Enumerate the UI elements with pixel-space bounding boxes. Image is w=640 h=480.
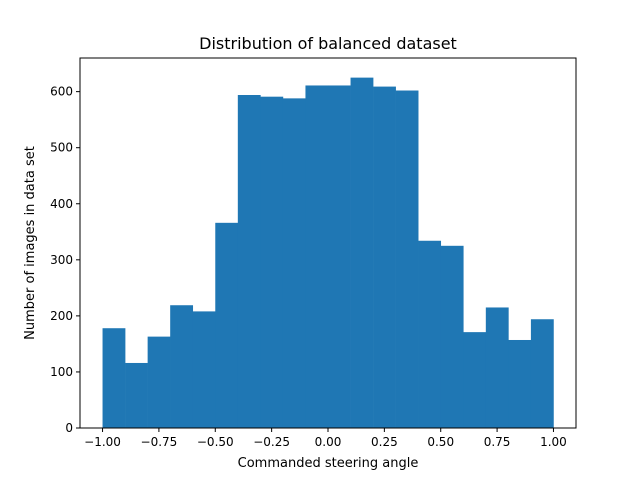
y-tick-label: 200 xyxy=(50,309,73,323)
histogram-bar xyxy=(102,328,126,428)
histogram-bar xyxy=(192,311,216,428)
x-tick-label: −0.75 xyxy=(141,435,178,449)
y-tick-label: 300 xyxy=(50,253,73,267)
bars-group xyxy=(102,77,554,429)
histogram-bar xyxy=(170,305,194,428)
histogram-bar xyxy=(125,362,148,428)
y-tick-label: 400 xyxy=(50,197,73,211)
histogram-bar xyxy=(395,90,419,429)
x-tick-label: 0.75 xyxy=(484,435,511,449)
y-tick-label: 500 xyxy=(50,141,73,155)
x-tick-label: 0.25 xyxy=(371,435,398,449)
histogram-bar xyxy=(350,77,374,428)
x-axis-ticks: −1.00 −0.75 −0.50 −0.25 0.00 0.25 0.50 0.75 1.00 xyxy=(84,428,567,449)
histogram-bar xyxy=(373,86,396,428)
histogram-bar xyxy=(260,96,284,428)
y-axis-ticks: 0 100 200 300 400 500 600 xyxy=(50,85,80,435)
y-tick-label: 0 xyxy=(65,421,73,435)
y-axis-label: Number of images in data set xyxy=(23,146,38,340)
histogram-bar xyxy=(282,98,306,428)
x-tick-label: 1.00 xyxy=(540,435,567,449)
histogram-bar xyxy=(215,222,239,428)
y-tick-label: 100 xyxy=(50,365,73,379)
histogram-bar xyxy=(440,245,464,428)
histogram-bar xyxy=(418,240,442,428)
x-tick-label: −1.00 xyxy=(84,435,121,449)
x-tick-label: 0.00 xyxy=(315,435,342,449)
histogram-bar xyxy=(508,339,532,428)
x-axis-label: Commanded steering angle xyxy=(238,456,419,471)
histogram-bar xyxy=(147,336,171,428)
histogram-bar xyxy=(237,95,261,428)
x-tick-label: −0.25 xyxy=(253,435,290,449)
histogram-bar xyxy=(328,85,351,428)
y-tick-label: 600 xyxy=(50,85,73,99)
plot-frame xyxy=(79,57,577,429)
histogram-bar xyxy=(530,319,554,428)
histogram-bar xyxy=(463,332,487,428)
histogram-bar xyxy=(305,85,329,428)
histogram-bar xyxy=(485,307,509,428)
chart-title: Distribution of balanced dataset xyxy=(199,34,457,53)
x-tick-label: −0.50 xyxy=(197,435,234,449)
x-tick-label: 0.50 xyxy=(427,435,454,449)
